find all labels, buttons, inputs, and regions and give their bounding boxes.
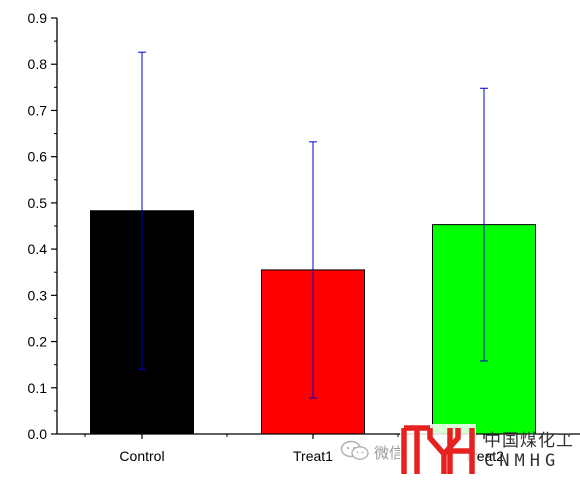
y-tick-label: 0.9: [28, 10, 48, 26]
y-tick-label: 0.4: [28, 241, 48, 257]
error-bars-layer: [138, 51, 488, 399]
y-tick-label: 0.6: [28, 149, 48, 165]
brand-name-en: CNMHG: [484, 451, 561, 471]
wechat-icon: [340, 440, 369, 460]
y-tick-label: 0.0: [28, 426, 48, 442]
y-tick-label: 0.7: [28, 102, 48, 118]
y-tick-label: 0.1: [28, 380, 48, 396]
x-tick-label-control: Control: [119, 448, 164, 464]
y-tick-label: 0.3: [28, 287, 48, 303]
y-tick-label: 0.2: [28, 334, 48, 350]
watermark: 微信 中国煤化工 CNMHG: [336, 420, 580, 481]
brand-logo-mark: [400, 424, 476, 480]
y-tick-label: 0.8: [28, 56, 48, 72]
brand-name-cn: 中国煤化工: [484, 431, 574, 451]
y-tick-label: 0.5: [28, 195, 48, 211]
x-tick-label-treat1: Treat1: [293, 448, 333, 464]
wechat-text: 微信: [374, 444, 405, 462]
